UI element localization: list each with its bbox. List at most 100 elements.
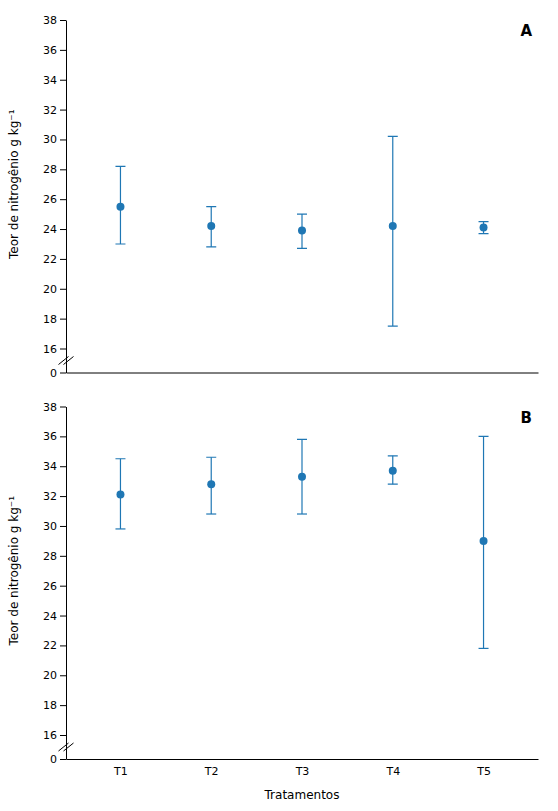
error-bar <box>388 136 398 326</box>
tick-label: 22 <box>43 639 57 652</box>
marks <box>115 436 488 648</box>
error-bar <box>297 214 307 248</box>
error-cap <box>297 248 307 249</box>
tick-label: T3 <box>295 765 310 778</box>
tick-label: 32 <box>43 104 57 117</box>
y-tick: 32 <box>43 490 66 503</box>
error-cap <box>297 513 307 514</box>
error-bar <box>206 457 216 514</box>
tick-label: 18 <box>43 699 57 712</box>
error-cap <box>479 221 489 222</box>
chart-container: 0161820222426283032343638ATeor de nitrog… <box>0 0 558 811</box>
tick-mark <box>60 436 66 437</box>
y-axis: 0161820222426283032343638 <box>43 14 67 380</box>
tick-mark <box>60 466 66 467</box>
break-mark <box>59 743 69 751</box>
tick-mark <box>60 229 66 230</box>
tick-label: T1 <box>113 765 128 778</box>
error-cap <box>297 214 307 215</box>
axis-line <box>66 407 67 760</box>
marks <box>115 136 488 326</box>
error-cap <box>206 513 216 514</box>
tick-mark <box>60 20 66 21</box>
break-mark <box>64 743 74 751</box>
tick-label: 34 <box>43 460 57 473</box>
tick-label: 26 <box>43 580 57 593</box>
error-bar <box>115 459 125 529</box>
error-bar <box>115 166 125 244</box>
point <box>207 222 215 230</box>
tick-mark <box>60 80 66 81</box>
axis-line <box>66 21 67 374</box>
tick-label: 38 <box>43 401 57 414</box>
tick-mark <box>60 556 66 557</box>
tick-label: 28 <box>43 163 57 176</box>
panel: 0161820222426283032343638T1T2T3T4T5BTeor… <box>7 401 539 802</box>
point <box>389 222 397 230</box>
tick-label: 24 <box>43 610 57 623</box>
tick-mark <box>60 705 66 706</box>
tick-mark <box>60 735 66 736</box>
tick-label: 24 <box>43 223 57 236</box>
y-axis-title: Teor de nitrogênio g kg⁻¹ <box>7 109 21 260</box>
y-tick: 22 <box>43 639 66 652</box>
point <box>480 224 488 232</box>
y-tick: 36 <box>43 44 66 57</box>
tick-label: 16 <box>43 729 57 742</box>
tick-label: 36 <box>43 430 57 443</box>
tick-label: 0 <box>50 753 57 766</box>
error-bar <box>479 436 489 648</box>
error-cap <box>479 436 489 437</box>
y-tick: 38 <box>43 401 66 414</box>
y-tick: 24 <box>43 610 66 623</box>
tick-mark <box>60 496 66 497</box>
tick-mark <box>60 373 66 374</box>
tick-label: 16 <box>43 343 57 356</box>
tick-label: 34 <box>43 74 57 87</box>
tick-label: 30 <box>43 133 57 146</box>
x-axis-title: Tratamentos <box>264 788 340 802</box>
tick-mark <box>60 289 66 290</box>
tick-mark <box>60 139 66 140</box>
tick-mark <box>60 50 66 51</box>
tick-mark <box>60 586 66 587</box>
error-line <box>392 136 393 326</box>
error-cap <box>388 455 398 456</box>
tick-mark <box>60 199 66 200</box>
tick-label: T2 <box>204 765 219 778</box>
tick-label: 0 <box>50 367 57 380</box>
tick-label: 30 <box>43 520 57 533</box>
error-cap <box>479 233 489 234</box>
tick-mark <box>60 349 66 350</box>
y-tick: 18 <box>43 699 66 712</box>
error-bar <box>388 456 398 484</box>
y-tick: 26 <box>43 580 66 593</box>
y-tick: 32 <box>43 104 66 117</box>
point <box>116 203 124 211</box>
y-tick: 20 <box>43 283 66 296</box>
y-tick: 0 <box>50 367 66 380</box>
x-tick: T4 <box>385 765 400 778</box>
tick-mark <box>60 616 66 617</box>
tick-label: 28 <box>43 550 57 563</box>
x-tick: T3 <box>295 765 310 778</box>
tick-mark <box>60 319 66 320</box>
error-cap <box>115 243 125 244</box>
tick-label: 36 <box>43 44 57 57</box>
axis-break <box>59 743 74 751</box>
tick-label: T5 <box>476 765 491 778</box>
error-bar <box>479 222 489 234</box>
y-axis: 0 16 18 20 22 24 26 28 30 32 34 36 38 <box>43 401 67 767</box>
panel-label: B <box>521 409 532 427</box>
error-cap <box>297 439 307 440</box>
error-cap <box>206 206 216 207</box>
tick-label: 26 <box>43 193 57 206</box>
x-tick: T5 <box>476 765 491 778</box>
tick-label: 20 <box>43 283 57 296</box>
y-tick: 38 <box>43 14 66 27</box>
tick-mark <box>60 645 66 646</box>
y-tick: 20 <box>43 669 66 682</box>
error-cap <box>206 457 216 458</box>
error-cap <box>115 458 125 459</box>
y-tick: 30 <box>43 133 66 146</box>
